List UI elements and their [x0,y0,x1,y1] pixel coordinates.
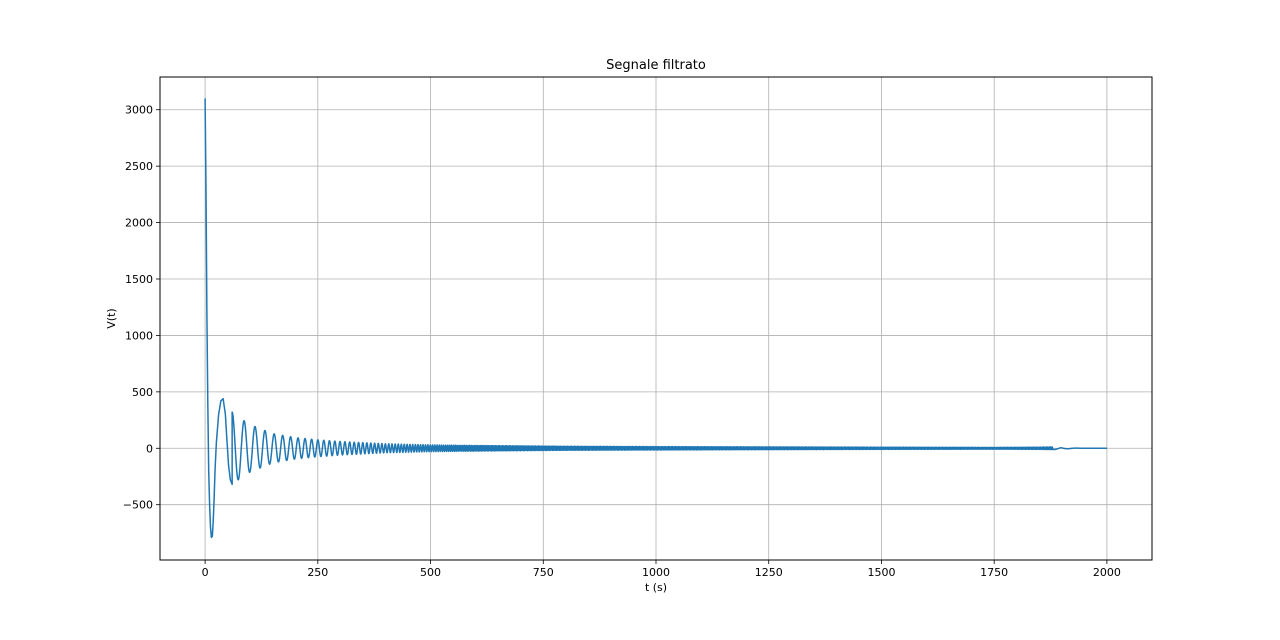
x-tick-label: 500 [420,566,441,579]
y-tick-label: 3000 [125,104,153,117]
plot-area [204,98,1108,539]
x-tick-label: 1000 [642,566,670,579]
y-tick-label: 2000 [125,217,153,230]
ticks: 0 250 500 750 1000 1250 1500 1750 2000 −500 0 500 10… [123,104,1121,579]
grid [160,77,1152,560]
x-tick-label: 750 [533,566,554,579]
y-tick-label: −500 [123,499,153,512]
x-tick-label: 1250 [755,566,783,579]
x-tick-label: 250 [307,566,328,579]
x-axis-label: t (s) [645,581,667,594]
x-tick-label: 2000 [1093,566,1121,579]
y-tick-label: 1000 [125,329,153,342]
x-tick-label: 1750 [980,566,1008,579]
signal-line [204,98,1108,539]
x-tick-label: 1500 [867,566,895,579]
y-tick-label: 0 [146,442,153,455]
y-axis-label: V(t) [105,308,118,328]
x-tick-label: 0 [202,566,209,579]
y-tick-label: 2500 [125,160,153,173]
y-tick-label: 1500 [125,273,153,286]
chart-title: Segnale filtrato [606,58,706,73]
y-tick-label: 500 [132,386,153,399]
